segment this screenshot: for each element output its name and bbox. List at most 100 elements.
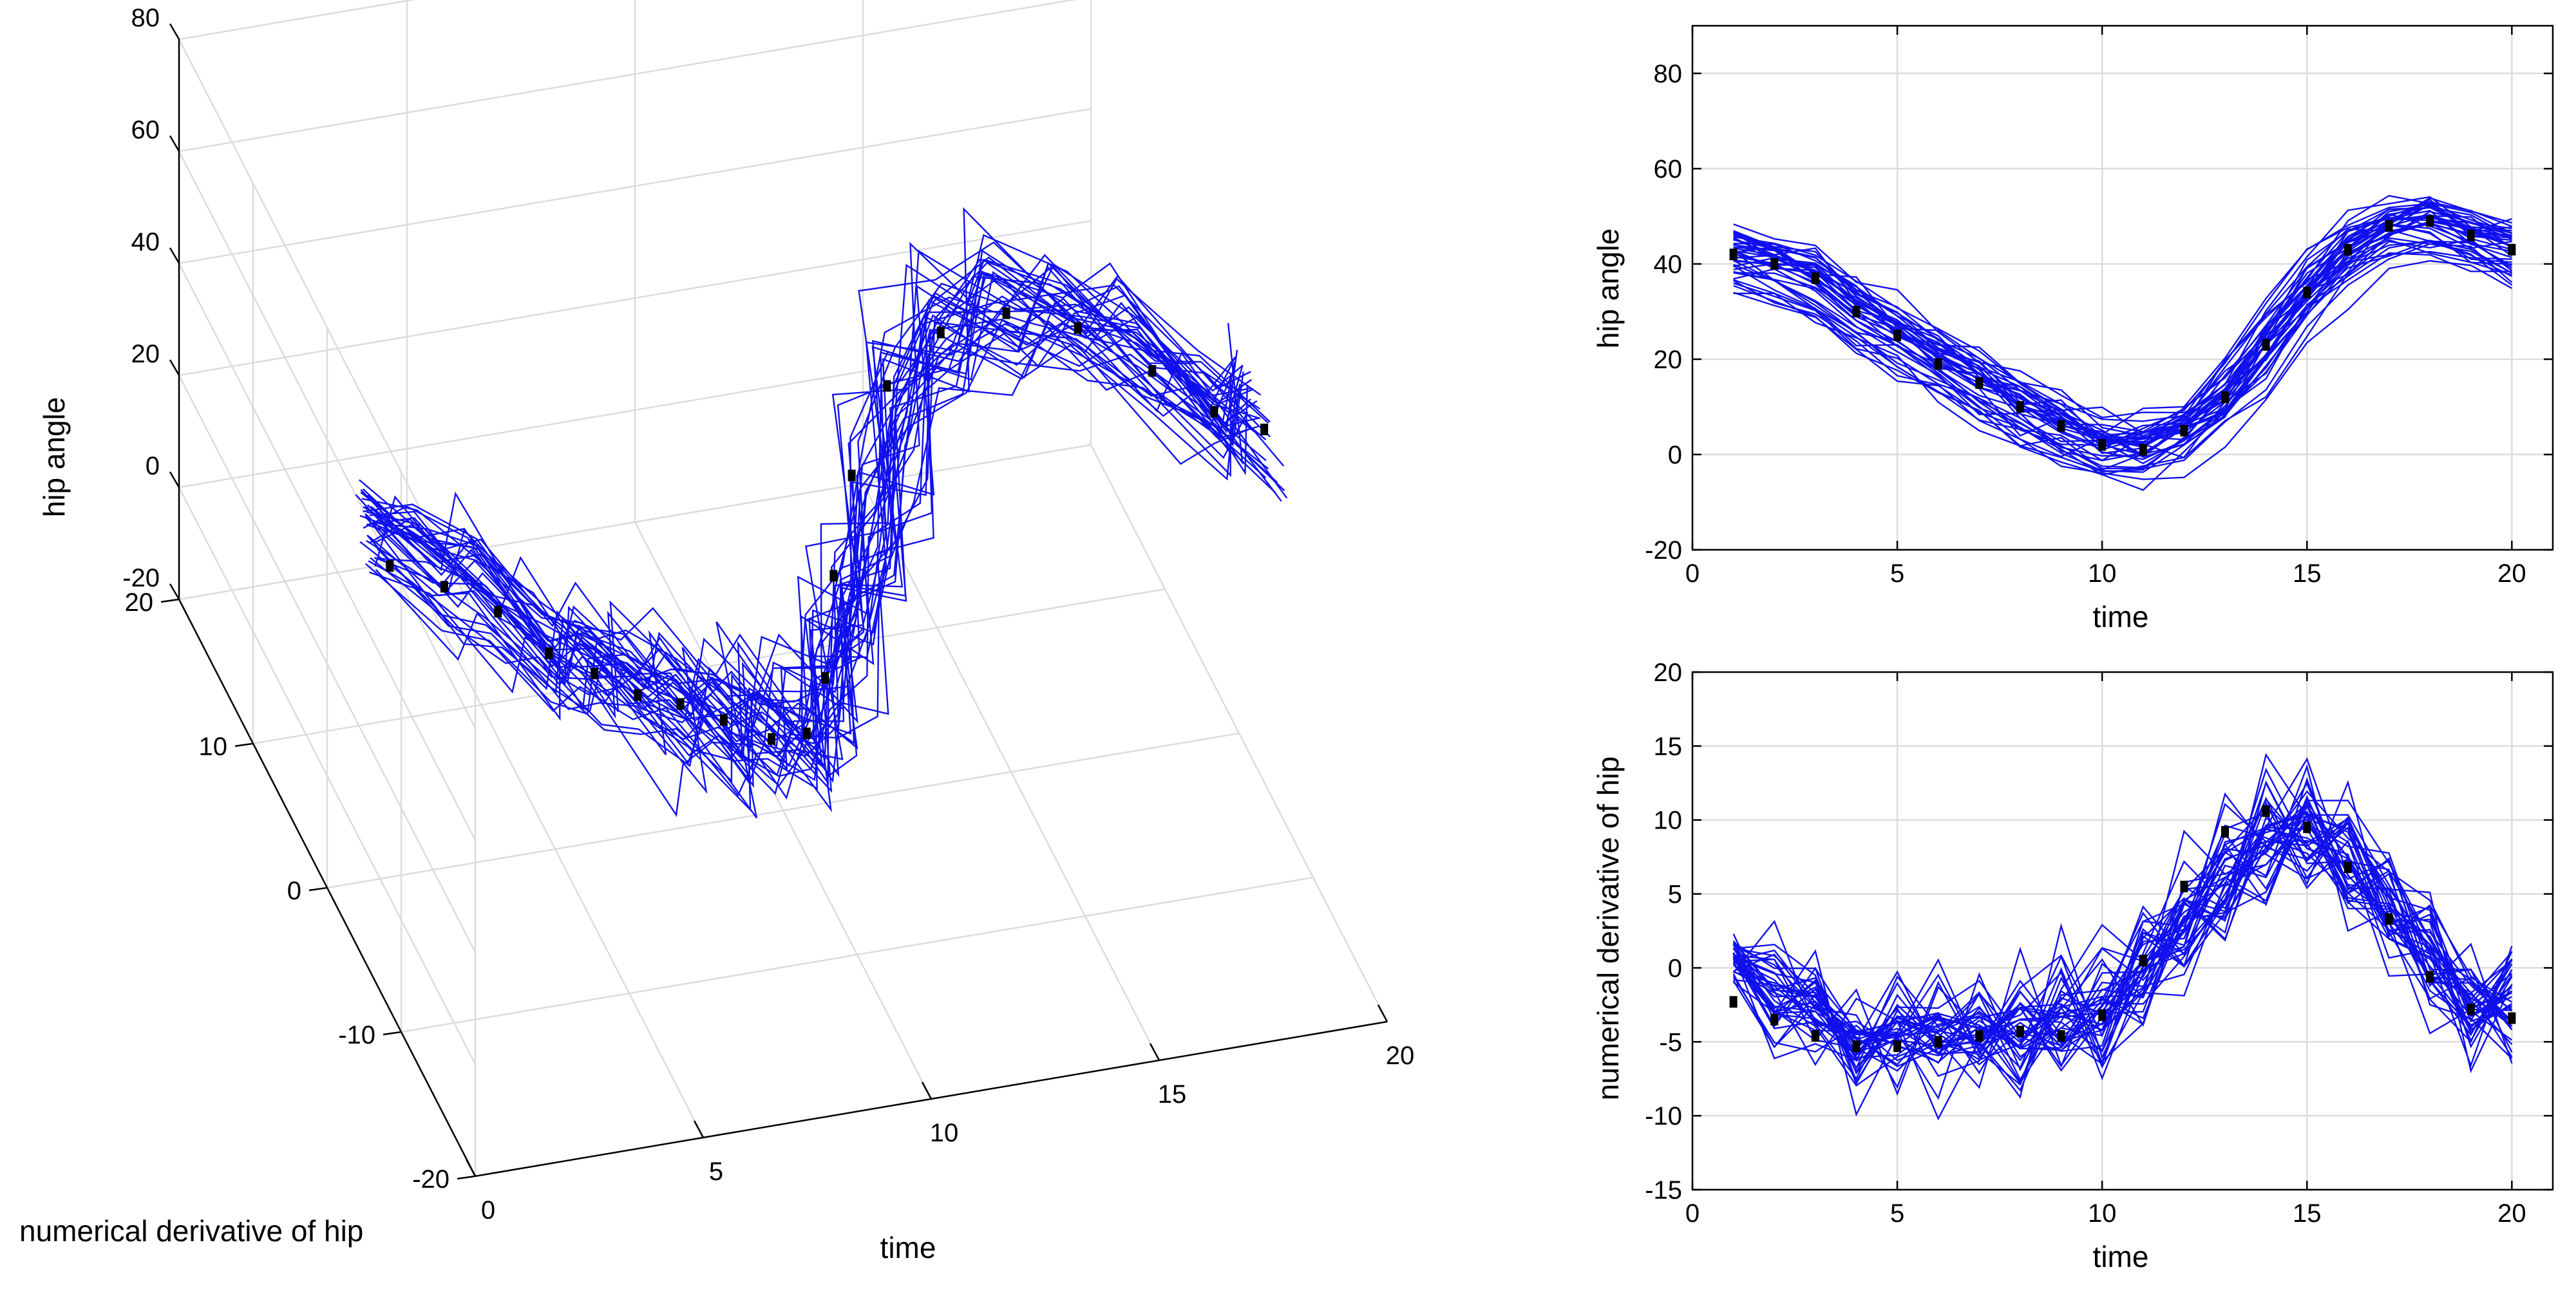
plotTop-mean-point	[2180, 425, 2188, 436]
plotBottom-mean-point	[2057, 1030, 2065, 1042]
plot3d-curve	[374, 344, 1267, 777]
plotBottom-xtick-label: 20	[2497, 1199, 2526, 1228]
plot3d-ytick	[457, 1175, 476, 1180]
plot3d-curve	[359, 318, 1269, 790]
plotTop-ytick-label: 20	[1654, 346, 1683, 374]
plotTop-mean-point	[2098, 439, 2107, 451]
plotTop-xtick-label: 5	[1890, 559, 1904, 588]
plotBottom-mean-point	[2139, 954, 2147, 966]
plotTop-ytick-label: 60	[1654, 155, 1683, 183]
plot3d-curve	[363, 284, 1261, 749]
plot3d-curve	[374, 297, 1232, 800]
plot3d-xtick-label: 0	[481, 1196, 495, 1224]
plotTop-curve	[1733, 220, 2512, 448]
plot3d-mean-point	[1148, 365, 1157, 377]
plotBottom-mean-point	[2180, 881, 2188, 893]
plotBottom-curve	[1733, 816, 2512, 1085]
plotTop-ytick-label: 40	[1654, 250, 1683, 279]
plot3d-xtick-label: 5	[709, 1158, 723, 1186]
plot3d-xtick	[1377, 1004, 1388, 1022]
plotTop-mean-point	[1811, 272, 1819, 285]
plot3d-zlabel: hip angle	[37, 397, 71, 518]
plot3d-mean-point	[1074, 322, 1082, 334]
plot3d-ztick-label: 0	[146, 452, 160, 480]
plot3d-mean-point	[1210, 406, 1218, 418]
plot3d-grid	[178, 220, 1092, 377]
plot3d-ytick-label: 0	[287, 877, 301, 905]
plot3d-grid	[178, 444, 1092, 601]
plotBottom-mean-point	[2344, 861, 2352, 874]
plot3d-curve	[363, 261, 1285, 761]
plotTop-xtick-label: 0	[1685, 559, 1700, 588]
plotBottom-mean-point	[2016, 1026, 2024, 1038]
plot3d-ztick	[169, 359, 180, 376]
plotTop-mean-point	[2303, 286, 2311, 299]
plot3d-mean-point	[545, 647, 553, 659]
plot3d-ztick-label: 80	[131, 4, 160, 32]
plot-derivative: 0 5 10 15 20 -15 -10 -5 0 5 10 15 20	[1645, 659, 2554, 1228]
plotTop-curve	[1733, 260, 2512, 480]
plotBottom-mean-point	[1975, 1030, 1984, 1042]
plot3d-mean-point	[768, 733, 776, 745]
plot3d-ztick	[169, 471, 180, 488]
plotTop-curve	[1733, 241, 2512, 476]
plot3d-mean-point	[590, 668, 598, 680]
plot3d-grid	[178, 0, 1077, 153]
plotBottom-xtick-label: 10	[2088, 1199, 2117, 1228]
plot3d-curve	[370, 283, 1244, 760]
plot3d-curve	[370, 323, 1249, 812]
plot3d-curve	[363, 254, 1271, 776]
plotBottom-xtick-label: 15	[2293, 1199, 2322, 1228]
plot3d-curve	[369, 256, 1241, 785]
plot3d-ytick-label: -10	[338, 1021, 375, 1049]
plot3d-mean-point	[802, 727, 811, 740]
plotTop-xtick-label: 15	[2293, 559, 2322, 588]
plotTop-curve	[1733, 215, 2513, 439]
plotBottom-curve	[1733, 794, 2513, 1100]
plotBottom-mean-point	[2426, 971, 2434, 983]
plotBottom-ytick-label: -10	[1645, 1102, 1682, 1130]
plot3d-ztick	[169, 583, 180, 600]
plotTop-curve	[1733, 239, 2512, 460]
plotTop-ylabel: hip angle	[1591, 229, 1625, 349]
plotTop-mean-point	[2139, 444, 2147, 456]
plotTop-mean-point	[1934, 358, 1942, 370]
plot3d-mean-point	[829, 570, 838, 582]
plot3d-mean-point	[848, 469, 856, 482]
plot3d-curve	[368, 265, 1285, 761]
plotBottom-mean-point	[1729, 996, 1738, 1008]
plotBottom-curve	[1732, 796, 2513, 1117]
plot3d-xtick	[693, 1120, 705, 1138]
plotBottom-mean-point	[1934, 1036, 1942, 1048]
plotBottom-mean-point	[2262, 805, 2270, 817]
plot3d-curve	[359, 262, 1248, 738]
plotBottom-mean-point	[1852, 1040, 1861, 1053]
plot3d-curve	[365, 276, 1236, 783]
plotBottom-mean-point	[1893, 1040, 1902, 1053]
plot3d-ytick	[383, 1031, 402, 1036]
plotTop-mean-point	[2385, 220, 2393, 232]
plotBottom-ytick-label: -15	[1645, 1176, 1682, 1205]
plot3d-ztick	[169, 135, 180, 152]
plot3d-ytick-label: 20	[125, 588, 154, 617]
plotTop-curve	[1733, 222, 2512, 459]
plot3d-mean-point	[440, 581, 448, 593]
plotBottom-curve	[1732, 827, 2513, 1100]
plot3d-mean-point	[676, 698, 685, 710]
plotBottom-ytick-label: 10	[1654, 807, 1683, 835]
plot3d-xtick	[465, 1159, 477, 1177]
plotTop-curve	[1733, 203, 2512, 422]
plotBottom-ytick-label: 15	[1654, 733, 1683, 761]
plot3d-mean-point	[821, 672, 829, 684]
plotBottom-curve	[1732, 800, 2513, 1069]
plot3d-ytick	[234, 742, 254, 747]
plot3d-mean-point	[386, 560, 394, 572]
plotTop-ytick-label: 0	[1668, 441, 1682, 469]
plotTop-mean-point	[2057, 420, 2065, 432]
plotBottom-mean-point	[2467, 1003, 2475, 1015]
plotTop-mean-point	[2467, 229, 2475, 241]
plotTop-mean-point	[2221, 391, 2230, 404]
